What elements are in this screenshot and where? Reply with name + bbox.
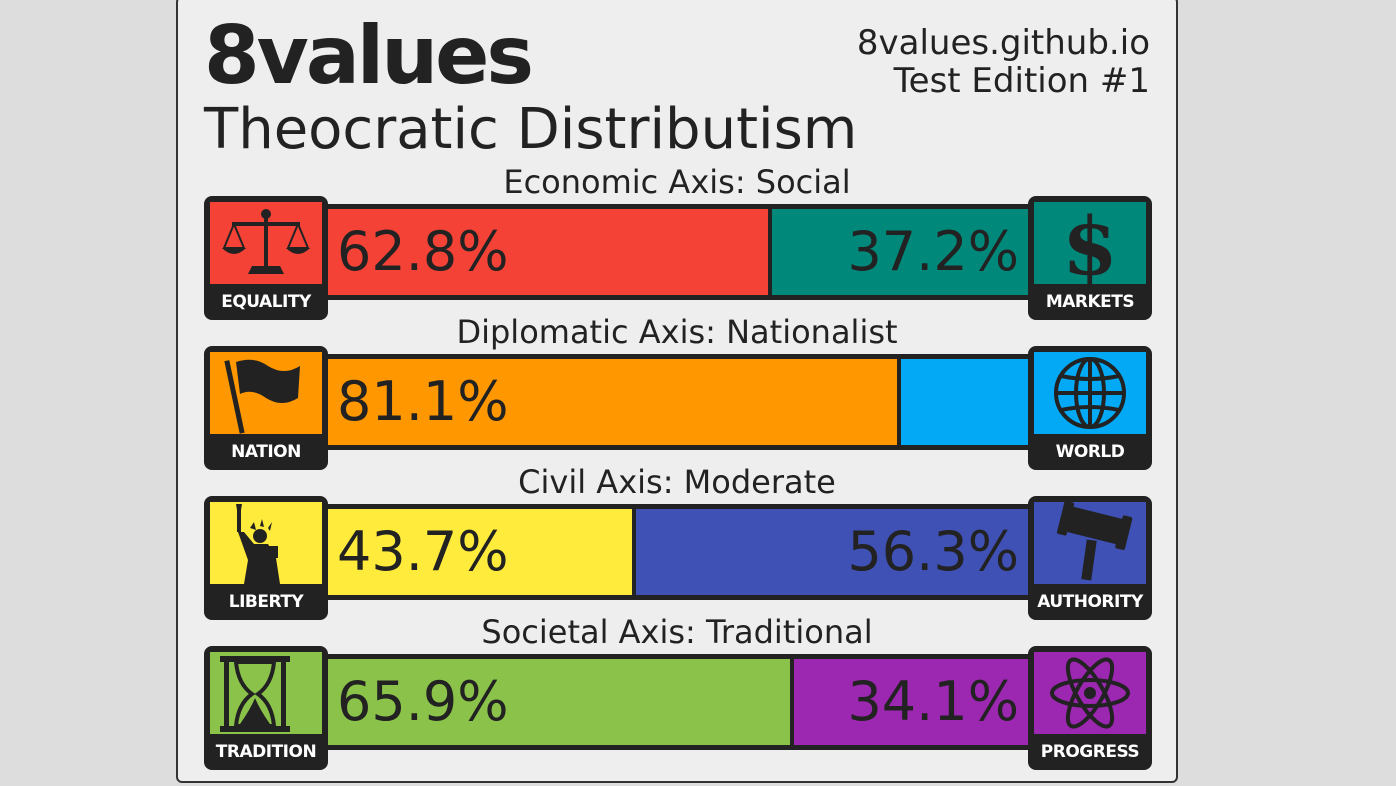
axis-label: Societal Axis: Traditional [481,613,873,651]
axis-bar: 65.9% 34.1% [318,654,1036,750]
globe-icon [1034,352,1146,434]
app-title: 8values [204,9,534,102]
hourglass-icon [210,652,322,734]
tradition-box: TRADITION [204,646,328,770]
right-percentage: 34.1% [847,670,1019,733]
axis-label: Diplomatic Axis: Nationalist [456,313,898,351]
right-segment: 34.1% [794,659,1031,745]
markets-box: $ MARKETS [1028,196,1152,320]
axis-economic: Economic Axis: Social 62.8% 37.2% [202,163,1152,320]
axis-diplomatic: Diplomatic Axis: Nationalist 81.1% NATIO… [202,313,1152,470]
site-url: 8values.github.io [856,23,1150,63]
icon-caption: NATION [231,442,301,462]
axis-societal: Societal Axis: Traditional 65.9% 34.1% [202,613,1152,770]
left-segment: 65.9% [323,659,790,745]
atom-icon [1034,652,1146,734]
axis-bar: 62.8% 37.2% [318,204,1036,300]
axis-bar: 81.1% [318,354,1036,450]
liberty-box: LIBERTY [204,496,328,620]
axis-bar: 43.7% 56.3% [318,504,1036,600]
axis-label: Economic Axis: Social [503,163,851,201]
icon-caption: MARKETS [1045,292,1135,312]
authority-box: AUTHORITY [1028,496,1152,620]
equality-box: EQUALITY [204,196,328,320]
left-percentage: 81.1% [337,370,509,433]
icon-caption: AUTHORITY [1037,592,1143,612]
dollar-icon: $ [1034,202,1146,284]
svg-text:$: $ [1062,202,1118,284]
site-info: 8values.github.io Test Edition #1 [857,24,1150,100]
icon-caption: WORLD [1055,442,1125,462]
icon-caption: PROGRESS [1040,742,1140,762]
left-segment: 62.8% [323,209,768,295]
flag-icon [210,352,322,434]
left-segment: 81.1% [323,359,897,445]
right-percentage: 37.2% [847,220,1019,283]
nation-box: NATION [204,346,328,470]
left-percentage: 43.7% [337,520,509,583]
statue-of-liberty-icon [210,502,322,584]
results-card: 8values 8values.github.io Test Edition #… [176,0,1178,783]
axis-label: Civil Axis: Moderate [518,463,836,501]
icon-caption: LIBERTY [228,592,304,612]
progress-box: PROGRESS [1028,646,1152,770]
left-segment: 43.7% [323,509,632,595]
left-percentage: 65.9% [337,670,509,733]
axis-civil: Civil Axis: Moderate 43.7% 56.3% [202,463,1152,620]
right-segment: 37.2% [772,209,1031,295]
scales-icon [210,202,322,284]
ideology-title: Theocratic Distributism [204,97,858,162]
edition-label: Test Edition #1 [893,61,1150,101]
right-segment: 56.3% [636,509,1031,595]
world-box: WORLD [1028,346,1152,470]
gavel-icon [1034,502,1146,584]
icon-caption: EQUALITY [221,292,311,312]
right-percentage: 56.3% [847,520,1019,583]
right-segment [901,359,1031,445]
icon-caption: TRADITION [215,742,317,762]
left-percentage: 62.8% [337,220,509,283]
